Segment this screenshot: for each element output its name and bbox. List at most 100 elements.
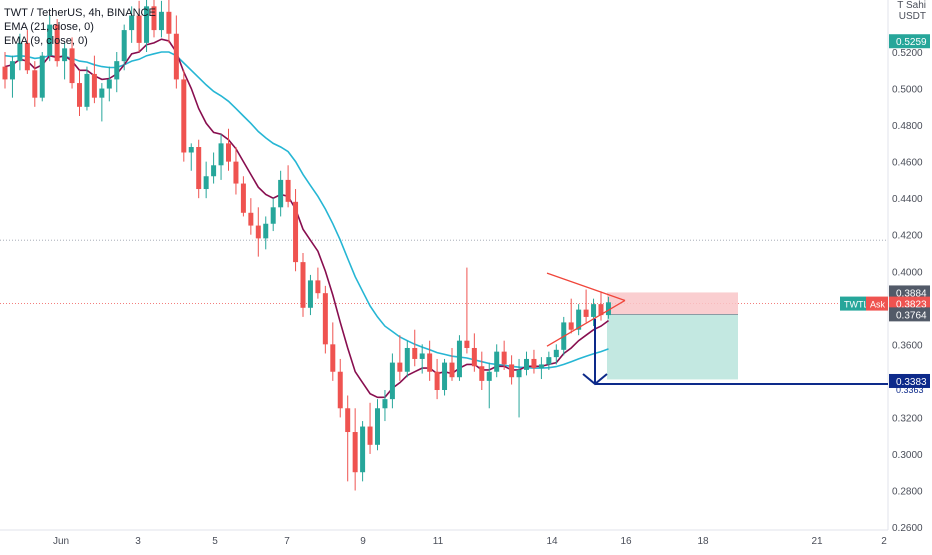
symbol-tag: TWTL <box>844 300 869 310</box>
candle-body <box>62 48 68 62</box>
candle-body <box>211 165 217 177</box>
candle-body <box>538 364 544 369</box>
candle-body <box>99 88 105 98</box>
x-tick-label: 21 <box>811 536 823 547</box>
x-tick-label: 9 <box>360 536 366 547</box>
candle-body <box>591 304 597 317</box>
y-tick-label: 0.5200 <box>892 48 923 59</box>
candle-body <box>293 201 299 263</box>
candle-body <box>270 207 276 224</box>
candle-body <box>278 179 284 208</box>
currency-line1: T Sahi <box>897 0 926 11</box>
candle-body <box>17 42 23 62</box>
candle-body <box>32 70 38 98</box>
candle-body <box>144 6 150 43</box>
candle-body <box>449 362 455 378</box>
candle-body <box>337 371 343 409</box>
ema9-line <box>4 38 609 399</box>
candle-body <box>307 280 313 308</box>
y-tick-label: 0.4800 <box>892 121 923 132</box>
candle-body <box>576 309 582 330</box>
candle-body <box>531 358 537 369</box>
hidden-price-badge: 0.3363 <box>896 385 924 395</box>
candle-body <box>345 408 351 433</box>
candle-body <box>2 66 8 80</box>
legend-ema9: EMA (9, close, 0) <box>4 35 88 47</box>
candle-body <box>9 61 15 80</box>
candle-body <box>389 362 395 400</box>
y-tick-label: 0.3200 <box>892 413 923 424</box>
candle-body <box>69 48 75 84</box>
candle-body <box>330 344 336 372</box>
candle-body <box>322 293 328 345</box>
target-price-badge-bg <box>889 373 930 388</box>
candle-body <box>285 179 291 202</box>
candle-body <box>91 73 97 98</box>
x-tick-label: 7 <box>284 536 290 547</box>
x-tick-label: 16 <box>620 536 632 547</box>
y-tick-label: 0.4600 <box>892 158 923 169</box>
take-profit-zone <box>607 314 738 380</box>
y-tick-label: 0.4400 <box>892 194 923 205</box>
x-tick-label: 18 <box>697 536 709 547</box>
currency-line2: USDT <box>898 11 926 22</box>
candle-body <box>598 304 604 316</box>
ask-tag: Ask <box>870 300 886 310</box>
candle-body <box>233 161 239 184</box>
candle-body <box>218 143 224 166</box>
candle-body <box>106 79 112 89</box>
stop-loss-zone <box>607 292 738 315</box>
candle-body <box>501 351 507 365</box>
x-tick-label: 2 <box>881 536 887 547</box>
candle-body <box>434 371 440 391</box>
top-price-badge: 0.5259 <box>896 37 927 48</box>
candle-body <box>419 353 425 359</box>
lower-price-badge-bg <box>889 307 930 322</box>
candle-body <box>39 55 45 98</box>
candle-body <box>121 30 127 62</box>
candle-body <box>248 212 254 226</box>
candle-body <box>263 223 269 239</box>
candle-body <box>605 302 611 316</box>
candle-body <box>24 42 30 71</box>
candle-body <box>464 340 470 348</box>
candle-body <box>516 369 522 378</box>
symbol-tag-bg <box>840 296 866 311</box>
candle-body <box>166 11 172 34</box>
candle-body <box>456 340 462 378</box>
y-tick-label: 0.4200 <box>892 231 923 242</box>
y-tick-label: 0.3000 <box>892 450 923 461</box>
candle-body <box>479 366 485 381</box>
x-tick-label: 5 <box>212 536 218 547</box>
candle-body <box>188 147 194 153</box>
chart-title: TWT / TetherUS, 4h, BINANCE <box>4 7 156 19</box>
candle-body <box>114 61 120 80</box>
candle-body <box>509 364 515 378</box>
candle-body <box>255 225 261 239</box>
candle-body <box>300 262 306 308</box>
candle-body <box>397 362 403 372</box>
candle-body <box>546 357 552 365</box>
x-tick-label: Jun <box>53 536 69 547</box>
y-tick-label: 0.5000 <box>892 85 923 96</box>
legend-ema21: EMA (21, close, 0) <box>4 21 94 33</box>
candle-body <box>494 351 500 372</box>
candle-body <box>583 309 589 317</box>
candle-body <box>77 83 82 107</box>
candle-body <box>47 24 53 56</box>
candle-body <box>173 33 179 80</box>
y-tick-label: 0.3600 <box>892 340 923 351</box>
candle-body <box>375 408 380 445</box>
candle-body <box>226 143 231 162</box>
candle-body <box>129 15 135 31</box>
candle-body <box>315 280 321 294</box>
x-tick-label: 3 <box>135 536 141 547</box>
candle-body <box>382 399 388 409</box>
candle-body <box>471 347 477 367</box>
chart-legend: TWT / TetherUS, 4h, BINANCE EMA (21, clo… <box>4 6 156 48</box>
candle-body <box>486 371 492 381</box>
current-price-badge: 0.3823 <box>896 300 927 311</box>
triangle-resistance-line <box>546 272 626 302</box>
